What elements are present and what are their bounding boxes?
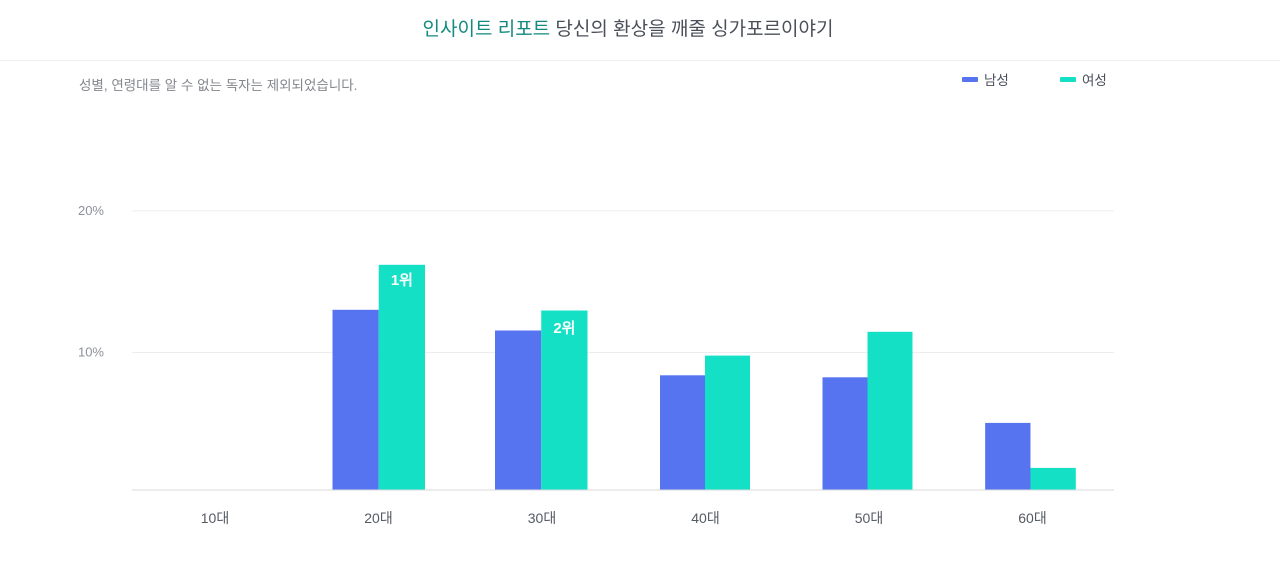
- svg-text:30대: 30대: [528, 510, 556, 526]
- svg-text:50대: 50대: [855, 510, 883, 526]
- svg-text:20대: 20대: [364, 510, 392, 526]
- svg-text:20%: 20%: [78, 203, 104, 218]
- svg-text:1위: 1위: [391, 272, 413, 289]
- svg-text:60대: 60대: [1018, 510, 1046, 526]
- svg-text:2위: 2위: [553, 320, 575, 337]
- svg-text:40대: 40대: [691, 510, 719, 526]
- svg-text:10%: 10%: [78, 345, 104, 360]
- svg-text:10대: 10대: [201, 510, 229, 526]
